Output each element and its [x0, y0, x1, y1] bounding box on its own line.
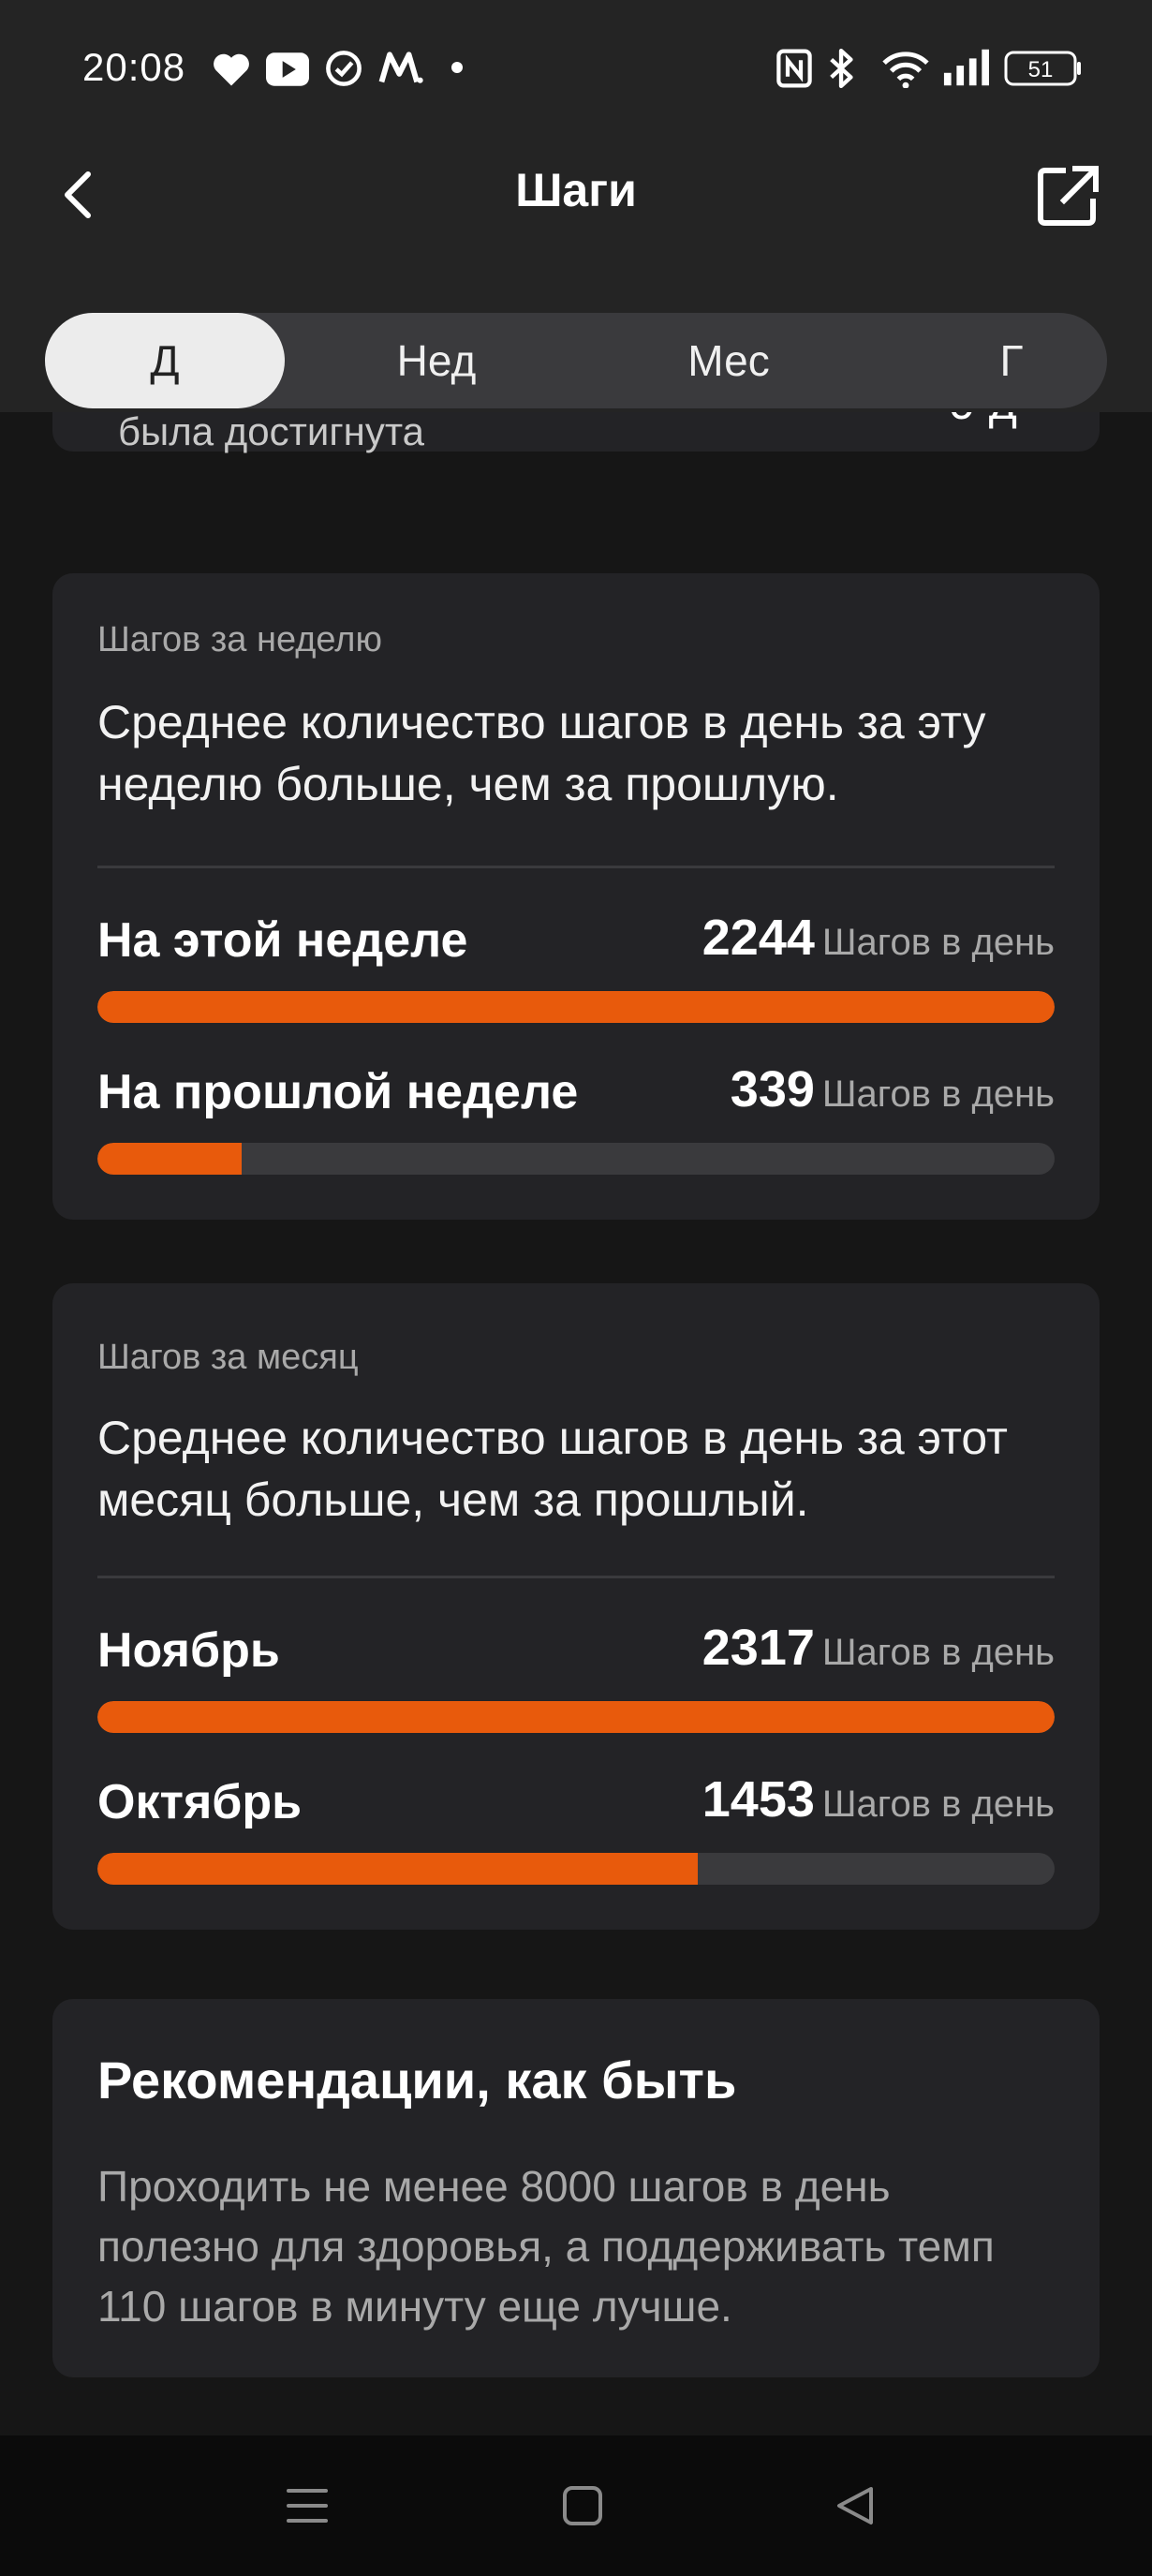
- this-week-unit: Шагов в день: [821, 922, 1055, 963]
- weekly-caption: Шагов за неделю: [97, 620, 382, 659]
- divider: [97, 866, 1055, 868]
- last-week-bar: [97, 1143, 1055, 1175]
- share-external-icon: [1038, 166, 1099, 226]
- last-week-bar-fill: [97, 1143, 243, 1175]
- monthly-headline: Среднее количество шагов в день за этот …: [97, 1412, 1008, 1526]
- back-button[interactable]: [43, 157, 118, 232]
- weekly-headline: Среднее количество шагов в день за эту н…: [97, 696, 986, 810]
- november-unit: Шагов в день: [821, 1632, 1055, 1673]
- metro-icon: [378, 49, 423, 90]
- youtube-icon: [266, 52, 309, 94]
- october-bar: [97, 1853, 1055, 1885]
- tab-week[interactable]: Нед: [396, 336, 477, 385]
- recommendations-title: Рекомендации, как быть: [97, 2050, 737, 2110]
- status-time: 20:08: [82, 45, 186, 89]
- last-week-unit: Шагов в день: [821, 1073, 1055, 1115]
- status-bar: 20:08 5: [0, 0, 1152, 141]
- menu-icon[interactable]: [279, 2478, 335, 2534]
- streak-value: 0 д: [948, 412, 1017, 431]
- nfc-icon: [775, 49, 813, 90]
- system-nav-bar: [0, 2435, 1152, 2576]
- this-week-label: На этой неделе: [97, 913, 468, 968]
- november-label: Ноябрь: [97, 1623, 280, 1678]
- november-bar-fill: [97, 1701, 1055, 1733]
- november-bar: [97, 1701, 1055, 1733]
- period-tabs: Д Нед Мес Г: [45, 313, 1107, 408]
- battery-level: 51: [1028, 57, 1054, 82]
- this-week-value: 2244 Шагов в день: [702, 909, 1055, 967]
- check-circle-icon: [324, 49, 363, 90]
- bluetooth-icon: [826, 47, 858, 89]
- streak-card: Количество дней подряд, когда цель была …: [52, 412, 1100, 453]
- october-bar-fill: [97, 1853, 698, 1885]
- october-value: 1453 Шагов в день: [702, 1770, 1055, 1828]
- tab-month[interactable]: Мес: [687, 336, 770, 385]
- october-label: Октябрь: [97, 1775, 303, 1829]
- monthly-steps-card: Шагов за месяц Среднее количество шагов …: [52, 1283, 1100, 1930]
- last-week-steps: 339: [730, 1061, 815, 1118]
- november-steps: 2317: [702, 1620, 815, 1676]
- signal-icon: [942, 49, 989, 90]
- tab-day[interactable]: Д: [45, 313, 285, 408]
- monthly-caption: Шагов за месяц: [97, 1338, 359, 1377]
- last-week-label: На прошлой неделе: [97, 1065, 579, 1119]
- heart-icon: [212, 51, 251, 92]
- october-unit: Шагов в день: [821, 1784, 1055, 1825]
- scroll-content[interactable]: Количество дней подряд, когда цель была …: [0, 412, 1152, 2435]
- home-square-icon[interactable]: [554, 2478, 611, 2534]
- battery-icon: 51: [1004, 51, 1083, 92]
- this-week-steps: 2244: [702, 910, 815, 966]
- streak-label: Количество дней подряд, когда цель была …: [118, 412, 424, 453]
- october-steps: 1453: [702, 1771, 815, 1828]
- recommendations-body: Проходить не менее 8000 шагов в день пол…: [97, 2162, 995, 2331]
- weekly-steps-card: Шагов за неделю Среднее количество шагов…: [52, 573, 1100, 1220]
- page-title: Шаги: [515, 164, 637, 216]
- tab-year[interactable]: Г: [999, 336, 1024, 385]
- november-value: 2317 Шагов в день: [702, 1619, 1055, 1677]
- last-week-value: 339 Шагов в день: [731, 1060, 1055, 1118]
- back-triangle-icon[interactable]: [828, 2478, 884, 2534]
- recommendations-card[interactable]: Рекомендации, как быть Проходить не мене…: [52, 1999, 1100, 2377]
- share-button[interactable]: [1028, 155, 1109, 236]
- chevron-left-icon: [65, 171, 91, 218]
- wifi-icon: [880, 49, 931, 90]
- this-week-bar: [97, 991, 1055, 1023]
- divider: [97, 1576, 1055, 1578]
- dot-icon: [450, 60, 465, 101]
- this-week-bar-fill: [97, 991, 1055, 1023]
